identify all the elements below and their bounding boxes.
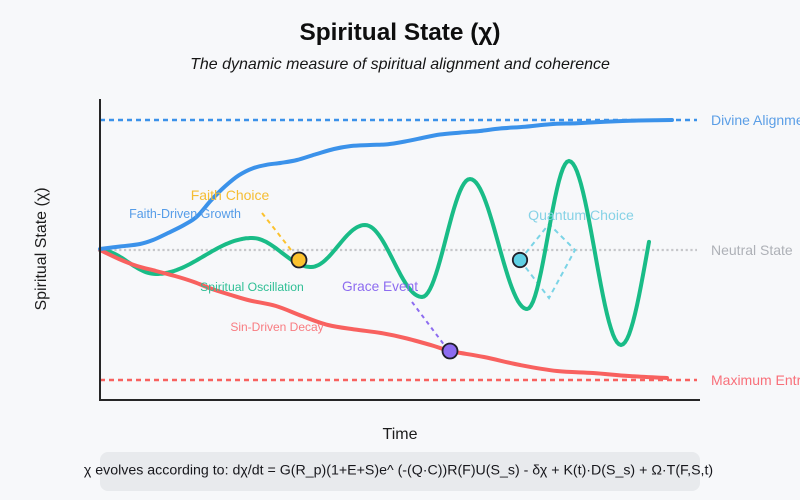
svg-text:Faith Choice: Faith Choice — [191, 187, 270, 203]
svg-text:The dynamic measure of spiritu: The dynamic measure of spiritual alignme… — [190, 56, 610, 73]
svg-text:Grace Event: Grace Event — [342, 279, 418, 294]
svg-text:Spiritual Oscillation: Spiritual Oscillation — [200, 280, 304, 294]
svg-text:Faith-Driven Growth: Faith-Driven Growth — [129, 207, 241, 221]
svg-text:Spiritual State (χ): Spiritual State (χ) — [299, 19, 500, 46]
svg-text:Neutral State: Neutral State — [711, 242, 793, 258]
svg-text:Spiritual State (χ): Spiritual State (χ) — [33, 187, 50, 310]
svg-text:χ evolves according to: dχ/dt: χ evolves according to: dχ/dt = G(R_p)(1… — [84, 463, 713, 479]
svg-text:Divine Alignment: Divine Alignment — [711, 112, 800, 128]
svg-text:Sin-Driven Decay: Sin-Driven Decay — [230, 320, 323, 334]
svg-text:Quantum Choice: Quantum Choice — [528, 207, 634, 223]
svg-text:Maximum Entropy: Maximum Entropy — [711, 372, 800, 388]
svg-text:Time: Time — [383, 426, 418, 443]
